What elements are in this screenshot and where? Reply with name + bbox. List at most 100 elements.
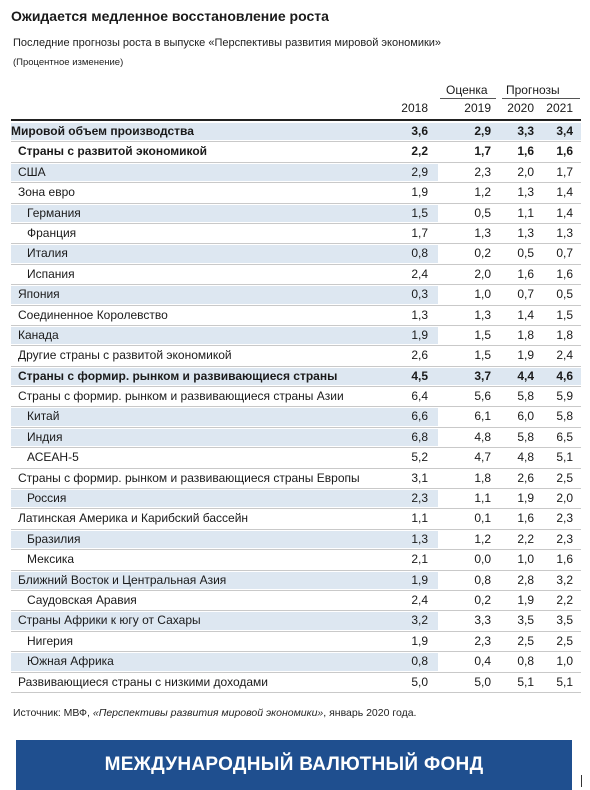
value-cell-2019: 1,7 xyxy=(474,144,491,159)
table-row: Другие страны с развитой экономикой 2,6 1,… xyxy=(11,346,581,367)
value-cell-2019: 1,5 xyxy=(474,348,491,363)
table-row: Индия 6,8 4,8 5,8 6,5 xyxy=(11,428,581,449)
value-cell-2021: 4,6 xyxy=(556,368,573,383)
value-cell-2018: 2,2 xyxy=(411,144,428,159)
source-prefix: Источник: МВФ, xyxy=(13,707,93,719)
year-header-row: 2018 2019 2020 2021 xyxy=(0,101,590,117)
value-cell-2020: 1,8 xyxy=(517,327,534,342)
value-cell-2018: 1,9 xyxy=(411,185,428,200)
value-cell-2021: 0,7 xyxy=(556,246,573,261)
value-cell-2018: 6,6 xyxy=(411,409,428,424)
value-cell-2020: 1,9 xyxy=(517,592,534,607)
value-cell-2018: 3,6 xyxy=(411,124,428,138)
row-shading xyxy=(11,326,438,345)
value-cell-2021: 5,8 xyxy=(556,409,573,424)
table-row: Саудовская Аравия 2,4 0,2 1,9 2,2 xyxy=(11,591,581,612)
value-cell-2021: 2,5 xyxy=(556,470,573,485)
row-shading xyxy=(11,612,438,630)
table-row: Ближний Восток и Центральная Азия 1,9 0,8 2… xyxy=(11,571,581,591)
table-row: Мексика 2,1 0,0 1,0 1,6 xyxy=(11,550,581,571)
row-shading xyxy=(11,490,438,508)
row-label: Мировой объем производства xyxy=(11,124,194,138)
row-shading xyxy=(11,286,438,304)
value-cell-2021: 5,9 xyxy=(556,389,573,404)
value-cell-2021: 1,7 xyxy=(556,164,573,179)
row-label: Саудовская Аравия xyxy=(27,592,137,607)
value-cell-2020: 0,8 xyxy=(517,654,534,669)
value-cell-2019: 1,5 xyxy=(474,327,491,342)
value-cell-2019: 3,7 xyxy=(474,368,491,383)
value-cell-2020: 5,1 xyxy=(517,674,534,689)
value-cell-2020: 6,0 xyxy=(517,409,534,424)
value-cell-2020: 5,8 xyxy=(517,429,534,444)
value-cell-2018: 0,3 xyxy=(411,287,428,302)
value-cell-2021: 2,3 xyxy=(556,511,573,526)
value-cell-2020: 3,3 xyxy=(517,124,534,138)
table-row: Китай 6,6 6,1 6,0 5,8 xyxy=(11,407,581,428)
source-note: Источник: МВФ, «Перспективы развития мир… xyxy=(13,707,416,719)
table-row: Страны с формир. рынком и развивающиеся … xyxy=(11,367,581,388)
table-row: Япония 0,3 1,0 0,7 0,5 xyxy=(11,285,581,306)
value-cell-2019: 3,3 xyxy=(474,613,491,628)
row-shading xyxy=(11,571,438,589)
header-estimate: Оценка xyxy=(446,83,488,97)
value-cell-2018: 0,8 xyxy=(411,246,428,261)
row-label: Индия xyxy=(27,429,63,444)
row-label: США xyxy=(18,164,46,179)
value-cell-2019: 5,6 xyxy=(474,389,491,404)
value-cell-2021: 1,0 xyxy=(556,654,573,669)
value-cell-2020: 2,8 xyxy=(517,572,534,587)
value-cell-2019: 1,8 xyxy=(474,470,491,485)
value-cell-2020: 2,5 xyxy=(517,633,534,648)
row-shading xyxy=(11,408,438,426)
value-cell-2019: 2,3 xyxy=(474,633,491,648)
table-row: Страны с развитой экономикой 2,2 1,7 1,6 1,6 xyxy=(11,142,581,163)
value-cell-2019: 0,8 xyxy=(474,572,491,587)
value-cell-2020: 2,2 xyxy=(517,531,534,546)
row-label: Канада xyxy=(18,327,59,342)
value-cell-2019: 1,1 xyxy=(474,491,491,506)
value-cell-2019: 2,3 xyxy=(474,164,491,179)
row-label: Испания xyxy=(27,266,75,281)
value-cell-2020: 1,3 xyxy=(517,225,534,240)
value-cell-2019: 1,0 xyxy=(474,287,491,302)
value-cell-2018: 5,2 xyxy=(411,450,428,465)
value-cell-2020: 3,5 xyxy=(517,613,534,628)
value-cell-2018: 2,1 xyxy=(411,552,428,567)
source-publication: «Перспективы развития мировой экономики» xyxy=(92,707,324,719)
value-cell-2020: 1,6 xyxy=(517,266,534,281)
table-row: Развивающиеся страны с низкими доходами 5… xyxy=(11,673,581,693)
value-cell-2019: 0,5 xyxy=(474,205,491,220)
row-shading xyxy=(11,428,438,447)
value-cell-2020: 1,3 xyxy=(517,185,534,200)
row-label: Бразилия xyxy=(27,531,81,546)
value-cell-2020: 0,7 xyxy=(517,287,534,302)
value-cell-2018: 1,1 xyxy=(411,511,428,526)
table-row: Италия 0,8 0,2 0,5 0,7 xyxy=(11,244,581,265)
header-forecast-underline xyxy=(502,98,580,99)
value-cell-2019: 1,2 xyxy=(474,185,491,200)
value-cell-2019: 6,1 xyxy=(474,409,491,424)
value-cell-2019: 0,2 xyxy=(474,246,491,261)
value-cell-2021: 3,4 xyxy=(556,124,573,138)
table-row: АСЕАН-5 5,2 4,7 4,8 5,1 xyxy=(11,448,581,469)
row-label: Страны с развитой экономикой xyxy=(18,144,208,159)
row-shading xyxy=(11,163,438,182)
table-row: США 2,9 2,3 2,0 1,7 xyxy=(11,163,581,184)
value-cell-2019: 0,0 xyxy=(474,552,491,567)
row-shading xyxy=(11,653,438,671)
value-cell-2020: 1,0 xyxy=(517,552,534,567)
header-forecast: Прогнозы xyxy=(506,83,560,97)
value-cell-2018: 1,9 xyxy=(411,327,428,342)
edge-tick xyxy=(581,775,582,787)
source-suffix: , январь 2020 года. xyxy=(323,707,417,719)
row-label: Соединенное Королевство xyxy=(18,307,168,322)
header-estimate-underline xyxy=(440,98,496,99)
value-cell-2021: 5,1 xyxy=(556,674,573,689)
row-label: Развивающиеся страны с низкими доходами xyxy=(18,674,269,689)
table-row: Страны с формир. рынком и развивающиеся … xyxy=(11,387,581,408)
value-cell-2020: 1,6 xyxy=(517,511,534,526)
value-cell-2018: 6,4 xyxy=(411,389,428,404)
table-row: Южная Африка 0,8 0,4 0,8 1,0 xyxy=(11,652,581,673)
value-cell-2021: 0,5 xyxy=(556,287,573,302)
